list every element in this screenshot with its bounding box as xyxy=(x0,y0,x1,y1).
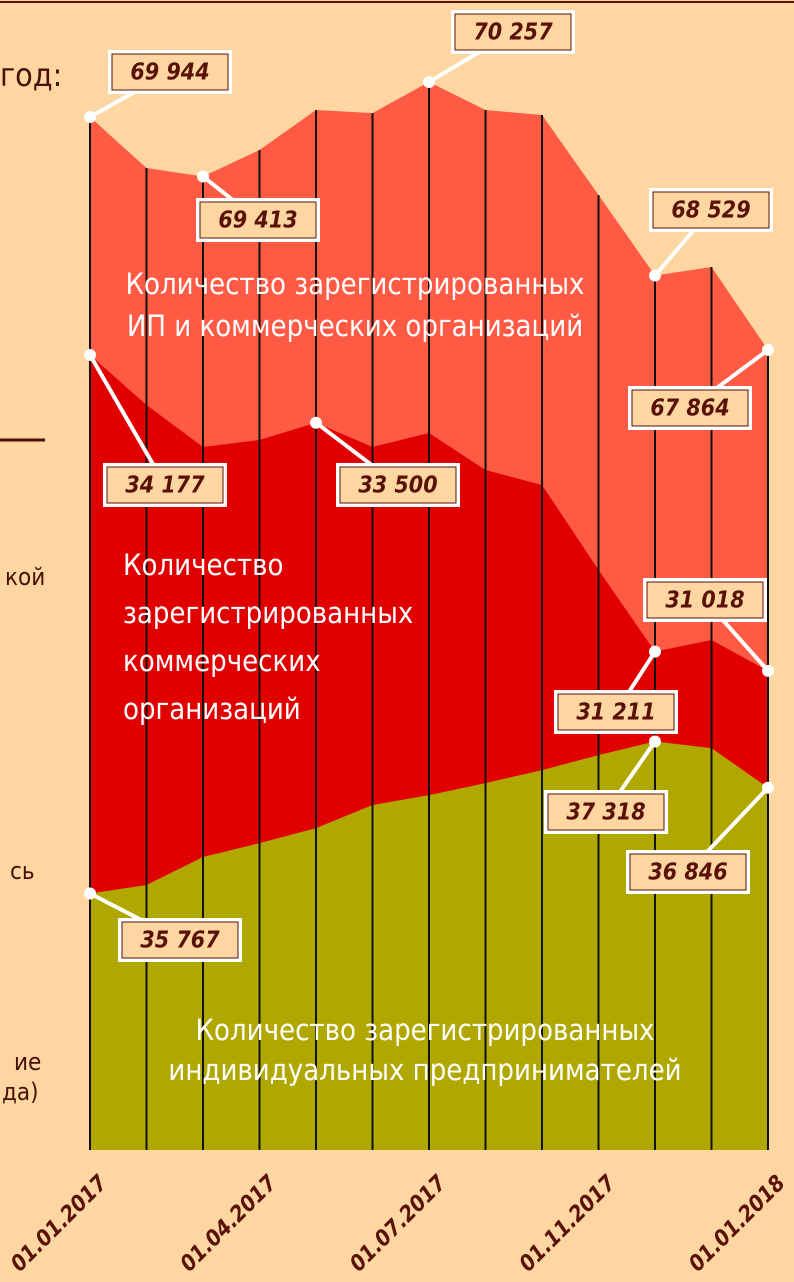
label-box-border xyxy=(111,53,229,91)
area-label: Количество зарегистрированных xyxy=(125,267,584,301)
label-box xyxy=(643,578,767,622)
data-label: 68 529 xyxy=(671,198,750,224)
label-box xyxy=(554,690,678,734)
label-box-border xyxy=(652,191,770,229)
fragment: кой xyxy=(5,563,45,591)
point xyxy=(197,170,209,183)
area-label: ИП и коммерческих организаций xyxy=(127,309,583,343)
point xyxy=(423,75,435,88)
point xyxy=(84,887,96,900)
label-box xyxy=(118,918,242,962)
label-box xyxy=(626,850,750,894)
point xyxy=(649,269,661,282)
label-box-border xyxy=(631,389,749,427)
label-box xyxy=(544,790,668,834)
data-label: 70 257 xyxy=(473,20,553,46)
label-box xyxy=(628,386,752,430)
point xyxy=(649,645,661,658)
label-box xyxy=(103,463,227,507)
area-label: коммерческих xyxy=(123,644,321,678)
area-label: индивидуальных предпринимателей xyxy=(168,1053,681,1087)
label-box-border xyxy=(629,853,747,891)
fragment: ие xyxy=(14,1048,41,1076)
point xyxy=(762,664,774,677)
data-label: 36 846 xyxy=(648,860,727,886)
label-box-border xyxy=(557,693,675,731)
label-box xyxy=(451,10,575,54)
label-box xyxy=(649,188,773,232)
label-box xyxy=(336,463,460,507)
area-label: Количество зарегистрированных xyxy=(195,1013,654,1047)
label-box-border xyxy=(339,466,457,504)
label-box-border xyxy=(454,13,572,51)
data-label: 31 211 xyxy=(576,700,655,726)
point xyxy=(84,110,96,123)
label-box-border xyxy=(199,201,317,239)
area-label: зарегистрированных xyxy=(123,596,413,630)
data-label: 34 177 xyxy=(125,473,205,499)
label-box-border xyxy=(106,466,224,504)
area-label: организаций xyxy=(123,692,301,726)
data-label: 69 944 xyxy=(130,60,209,86)
point xyxy=(310,416,322,429)
data-label: 33 500 xyxy=(358,473,437,499)
point xyxy=(762,343,774,356)
label-box-border xyxy=(121,921,239,959)
point xyxy=(649,735,661,748)
fragment: да) xyxy=(2,1078,39,1106)
data-label: 35 767 xyxy=(140,928,220,954)
fragment: сь xyxy=(10,857,35,885)
data-label: 31 018 xyxy=(665,588,744,614)
label-box xyxy=(108,50,232,94)
fragment: год: xyxy=(0,56,62,94)
point xyxy=(762,781,774,794)
label-box-border xyxy=(646,581,764,619)
area-label: Количество xyxy=(123,548,283,582)
data-label: 67 864 xyxy=(650,396,729,422)
label-box xyxy=(196,198,320,242)
data-label: 69 413 xyxy=(218,208,297,234)
label-box-border xyxy=(547,793,665,831)
point xyxy=(84,349,96,361)
data-label: 37 318 xyxy=(566,800,645,826)
